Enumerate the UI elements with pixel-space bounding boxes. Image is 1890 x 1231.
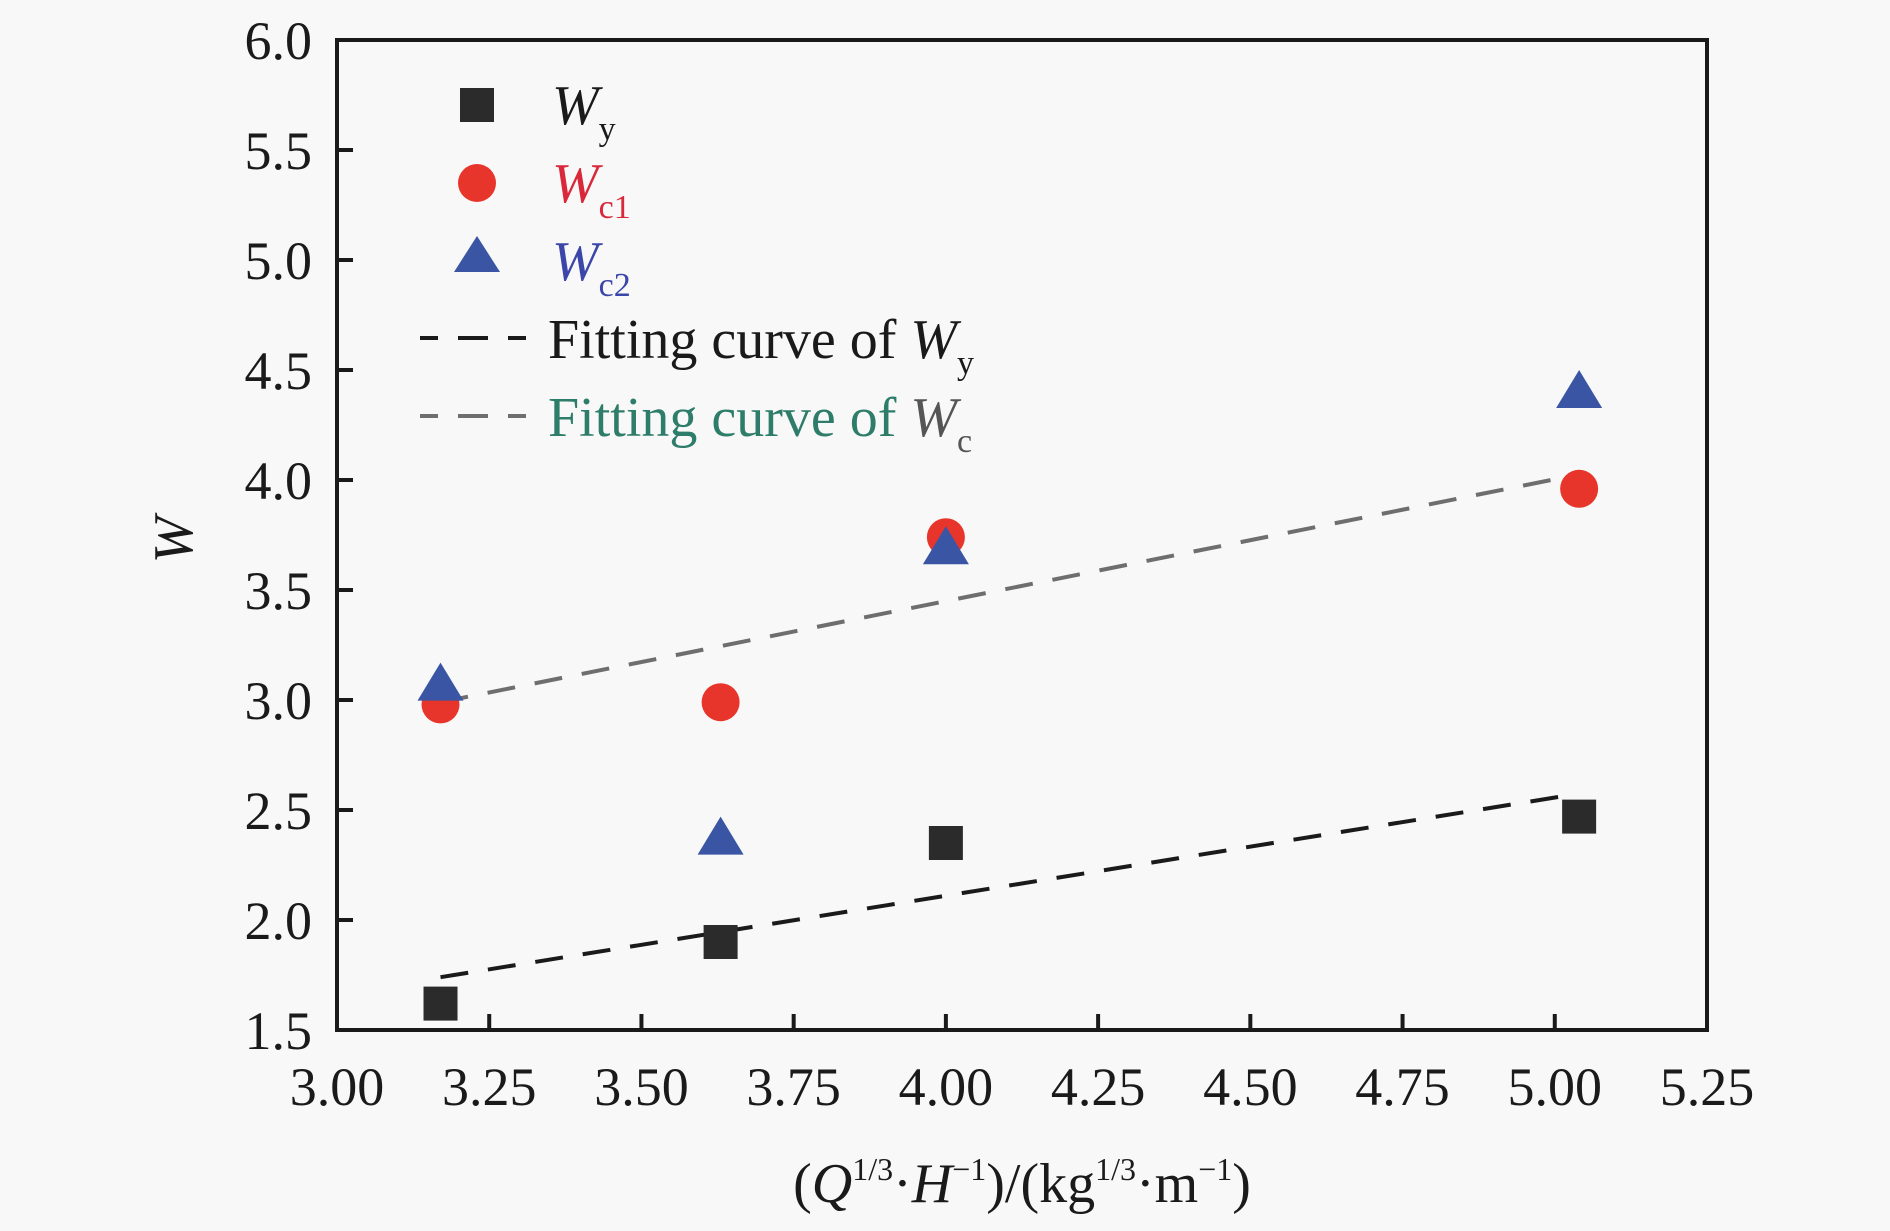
y-tick-label: 4.5 bbox=[245, 341, 313, 401]
y-tick-label: 2.5 bbox=[245, 781, 313, 841]
x-axis: 3.00 3.25 3.50 3.75 4.00 4.25 4.50 4.75 5.00 5.25 bbox=[290, 1014, 1755, 1117]
data-point-wc2 bbox=[1556, 370, 1603, 408]
data-point-wy bbox=[1562, 799, 1597, 834]
legend-label-wy: Wy bbox=[552, 75, 616, 148]
data-point-wy bbox=[928, 826, 963, 860]
data-point-wy bbox=[423, 986, 458, 1021]
x-tick-label: 4.25 bbox=[1051, 1057, 1146, 1117]
legend-square-marker bbox=[460, 88, 494, 122]
y-tick-label: 3.5 bbox=[245, 561, 313, 621]
fit-line-wc bbox=[440, 473, 1574, 705]
legend-item-wy: Wy bbox=[460, 75, 616, 148]
y-tick-label: 2.0 bbox=[245, 891, 313, 951]
data-point-wc2 bbox=[417, 662, 464, 701]
y-tick-label: 5.0 bbox=[245, 231, 313, 291]
legend: Wy Wc1 Wc2 Fitting curve of Wy Fitting c… bbox=[420, 75, 974, 460]
data-point-wc1 bbox=[1560, 469, 1599, 508]
x-tick-label: 5.00 bbox=[1508, 1057, 1603, 1117]
x-tick-label: 3.75 bbox=[746, 1057, 841, 1117]
data-point-wc1 bbox=[701, 683, 740, 722]
legend-triangle-marker bbox=[454, 236, 500, 272]
legend-item-wc1: Wc1 bbox=[458, 153, 631, 226]
y-tick-label: 6.0 bbox=[245, 11, 313, 71]
plot-frame bbox=[335, 38, 1709, 1032]
data-point-wc2 bbox=[922, 526, 969, 565]
y-tick-label: 1.5 bbox=[245, 1001, 313, 1061]
x-tick-label: 4.50 bbox=[1203, 1057, 1298, 1117]
y-axis-label: W bbox=[143, 512, 205, 563]
x-axis-label: (Q1/3·H−1)/(kg1/3·m−1) bbox=[793, 1151, 1251, 1215]
data-point-wy bbox=[703, 925, 738, 959]
x-tick-label: 3.00 bbox=[290, 1057, 385, 1117]
legend-item-fit-wy: Fitting curve of Wy bbox=[420, 309, 974, 382]
legend-label-wc1: Wc1 bbox=[552, 153, 631, 226]
x-tick-label: 3.25 bbox=[442, 1057, 537, 1117]
y-tick-label: 5.5 bbox=[245, 121, 313, 181]
y-tick-label: 3.0 bbox=[245, 671, 313, 731]
y-axis: 1.5 2.0 2.5 3.0 3.5 4.0 4.5 5.0 5.5 6.0 bbox=[245, 11, 353, 1061]
legend-label-wc2: Wc2 bbox=[552, 231, 631, 304]
legend-circle-marker bbox=[458, 164, 496, 202]
x-tick-label: 4.00 bbox=[899, 1057, 994, 1117]
x-tick-label: 5.25 bbox=[1660, 1057, 1755, 1117]
data-point-wc2 bbox=[697, 816, 744, 855]
data-markers bbox=[417, 370, 1603, 1021]
y-tick-label: 4.0 bbox=[245, 451, 313, 511]
x-tick-label: 4.75 bbox=[1355, 1057, 1450, 1117]
legend-item-fit-wc: Fitting curve of Wc bbox=[420, 387, 972, 460]
legend-label-fit-wc: Fitting curve of Wc bbox=[548, 387, 972, 460]
fit-lines bbox=[440, 473, 1574, 980]
legend-item-wc2: Wc2 bbox=[454, 231, 631, 304]
x-tick-label: 3.50 bbox=[594, 1057, 689, 1117]
legend-label-fit-wy: Fitting curve of Wy bbox=[548, 309, 974, 382]
